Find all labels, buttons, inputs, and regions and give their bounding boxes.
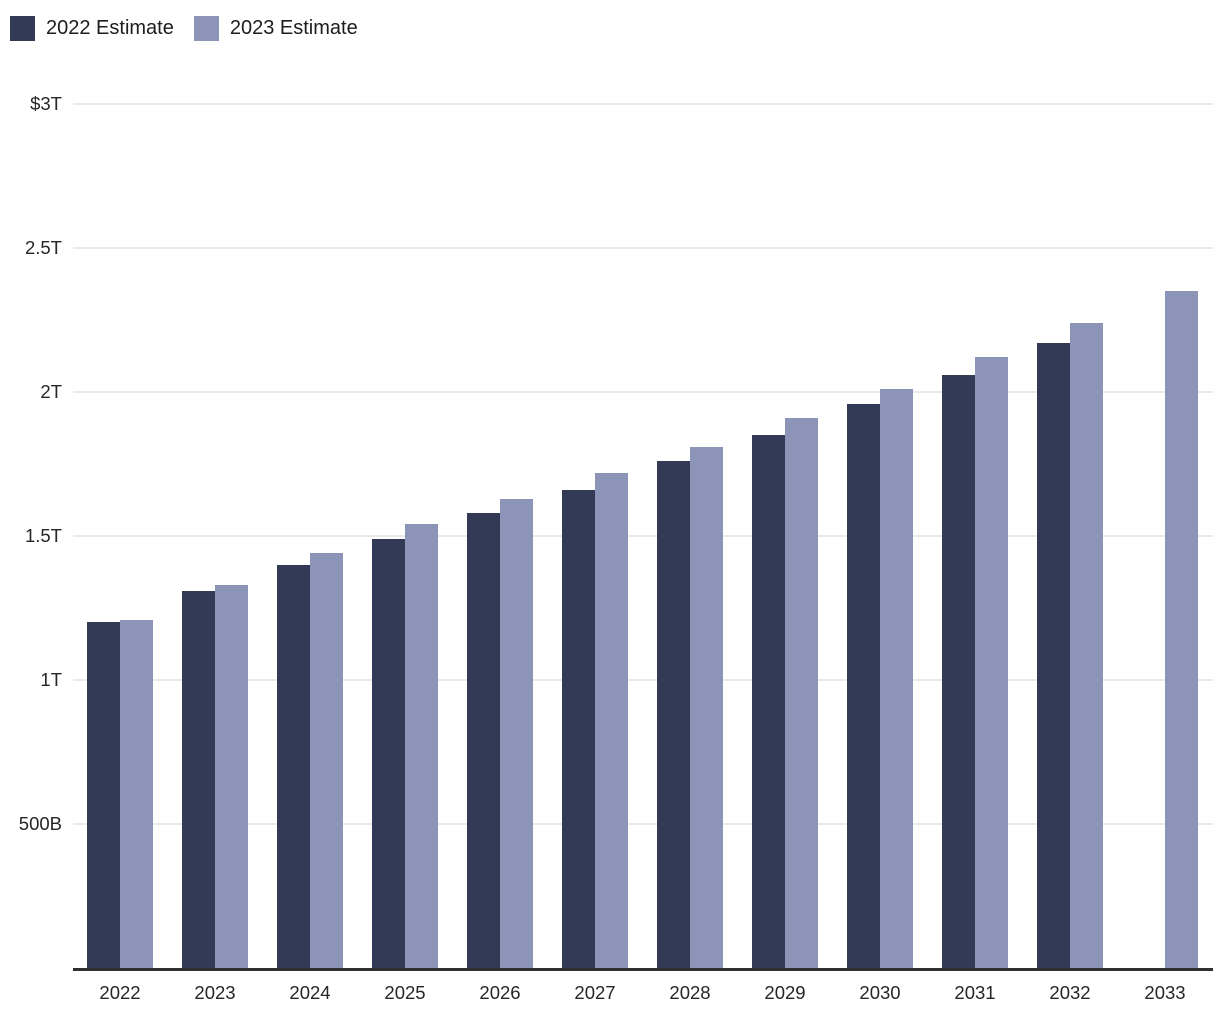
bar-2022-estimate-2032[interactable]: [1037, 343, 1070, 968]
bar-2023-estimate-2024[interactable]: [310, 553, 343, 968]
x-tick-label-2030: 2030: [859, 982, 901, 1003]
bar-2022-estimate-2028[interactable]: [657, 461, 690, 968]
bar-2023-estimate-2032[interactable]: [1070, 322, 1103, 968]
bar-2023-estimate-2023[interactable]: [215, 584, 248, 968]
gridline-2t: [73, 391, 1213, 393]
x-tick-label-2022: 2022: [99, 982, 141, 1003]
x-tick-label-2027: 2027: [574, 982, 616, 1003]
legend-label-2023-estimate: 2023 Estimate: [229, 17, 358, 39]
legend-label-2022-estimate: 2022 Estimate: [46, 17, 174, 39]
x-tick-label-2026: 2026: [479, 982, 521, 1003]
chart-legend: 2022 Estimate 2023 Estimate: [10, 16, 358, 41]
bar-2023-estimate-2027[interactable]: [595, 472, 628, 968]
bar-2022-estimate-2031[interactable]: [942, 374, 975, 968]
x-tick-label-2025: 2025: [384, 982, 426, 1003]
bar-2022-estimate-2025[interactable]: [372, 538, 405, 968]
x-tick-label-2033: 2033: [1144, 982, 1186, 1003]
bar-2023-estimate-2033[interactable]: [1165, 291, 1198, 968]
gridline-500b: [73, 823, 1213, 825]
bar-2022-estimate-2023[interactable]: [182, 590, 215, 968]
gridline-1-5t: [73, 535, 1213, 537]
bar-2023-estimate-2025[interactable]: [405, 524, 438, 968]
x-tick-label-2024: 2024: [289, 982, 331, 1003]
bar-2023-estimate-2030[interactable]: [880, 389, 913, 968]
bar-2023-estimate-2022[interactable]: [120, 619, 153, 968]
x-axis-line: [73, 968, 1213, 971]
bar-2022-estimate-2027[interactable]: [562, 489, 595, 968]
y-tick-label-3t: $3T: [30, 93, 62, 114]
gridline-2-5t: [73, 247, 1213, 249]
bar-2022-estimate-2026[interactable]: [467, 512, 500, 968]
bar-2023-estimate-2026[interactable]: [500, 498, 533, 968]
plot-area: [73, 103, 1213, 971]
bar-2023-estimate-2028[interactable]: [690, 446, 723, 968]
y-tick-label-1t: 1T: [40, 669, 62, 690]
bar-2022-estimate-2029[interactable]: [752, 435, 785, 968]
x-tick-label-2032: 2032: [1049, 982, 1091, 1003]
bar-2022-estimate-2024[interactable]: [277, 564, 310, 968]
legend-item-2023-estimate: 2023 Estimate: [193, 16, 358, 41]
x-tick-label-2029: 2029: [764, 982, 806, 1003]
bar-2023-estimate-2031[interactable]: [975, 357, 1008, 968]
bar-2022-estimate-2030[interactable]: [847, 403, 880, 968]
y-tick-label-500b: 500B: [18, 813, 62, 834]
y-tick-label-2-5t: 2.5T: [24, 237, 62, 258]
bar-2022-estimate-2022[interactable]: [87, 622, 120, 968]
bar-2023-estimate-2029[interactable]: [785, 417, 818, 968]
x-axis: 2022 2023 2024 2025 2026 2027 2028 2029 2030 2031…: [73, 982, 1213, 1006]
gridline-1t: [73, 679, 1213, 681]
x-tick-label-2031: 2031: [954, 982, 996, 1003]
gridline-3t: [73, 103, 1213, 105]
legend-item-2022-estimate: 2022 Estimate: [10, 16, 174, 41]
legend-swatch-2022-estimate: [10, 16, 35, 41]
legend-swatch-2023-estimate: [193, 16, 219, 41]
x-tick-label-2028: 2028: [669, 982, 711, 1003]
y-tick-label-2t: 2T: [40, 381, 62, 402]
y-tick-label-1-5t: 1.5T: [24, 525, 62, 546]
x-tick-label-2023: 2023: [194, 982, 236, 1003]
